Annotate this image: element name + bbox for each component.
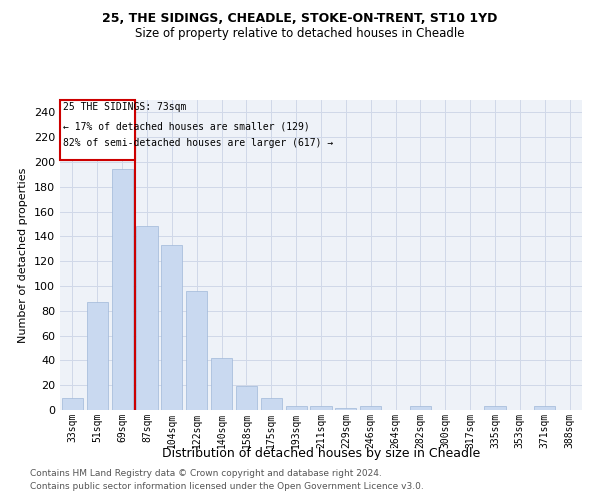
Bar xyxy=(335,408,356,410)
Bar xyxy=(60,100,134,160)
Text: 25 THE SIDINGS: 73sqm: 25 THE SIDINGS: 73sqm xyxy=(63,102,187,113)
Bar xyxy=(236,386,257,410)
Bar xyxy=(161,245,182,410)
Bar xyxy=(186,291,207,410)
Y-axis label: Number of detached properties: Number of detached properties xyxy=(19,168,28,342)
Bar xyxy=(286,406,307,410)
Text: Contains HM Land Registry data © Crown copyright and database right 2024.: Contains HM Land Registry data © Crown c… xyxy=(30,468,382,477)
Bar xyxy=(136,226,158,410)
Bar xyxy=(261,398,282,410)
Bar xyxy=(310,406,332,410)
Text: 25, THE SIDINGS, CHEADLE, STOKE-ON-TRENT, ST10 1YD: 25, THE SIDINGS, CHEADLE, STOKE-ON-TRENT… xyxy=(103,12,497,26)
Bar xyxy=(534,406,555,410)
Bar xyxy=(410,406,431,410)
Bar xyxy=(62,398,83,410)
Bar xyxy=(360,406,381,410)
Bar xyxy=(87,302,108,410)
Bar xyxy=(112,170,133,410)
Text: 82% of semi-detached houses are larger (617) →: 82% of semi-detached houses are larger (… xyxy=(63,138,333,148)
Text: Size of property relative to detached houses in Cheadle: Size of property relative to detached ho… xyxy=(135,28,465,40)
Text: Contains public sector information licensed under the Open Government Licence v3: Contains public sector information licen… xyxy=(30,482,424,491)
Bar xyxy=(484,406,506,410)
Text: Distribution of detached houses by size in Cheadle: Distribution of detached houses by size … xyxy=(162,448,480,460)
Bar xyxy=(211,358,232,410)
Text: ← 17% of detached houses are smaller (129): ← 17% of detached houses are smaller (12… xyxy=(63,121,310,131)
